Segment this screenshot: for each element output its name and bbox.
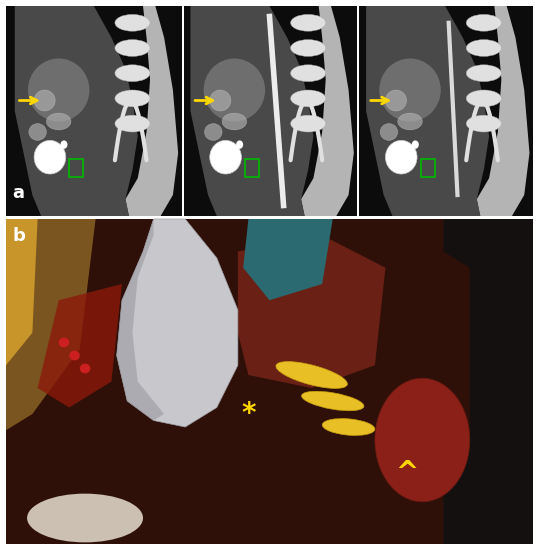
Ellipse shape — [291, 115, 326, 132]
Polygon shape — [366, 6, 489, 216]
Bar — [0, 544, 539, 550]
Bar — [6, 219, 533, 544]
Ellipse shape — [46, 113, 71, 130]
Ellipse shape — [322, 419, 375, 436]
Ellipse shape — [115, 40, 150, 57]
Ellipse shape — [466, 40, 501, 57]
Polygon shape — [15, 6, 138, 216]
Ellipse shape — [29, 124, 46, 140]
Ellipse shape — [380, 124, 398, 140]
Ellipse shape — [276, 361, 347, 388]
Ellipse shape — [236, 140, 243, 149]
Ellipse shape — [375, 378, 470, 502]
Ellipse shape — [385, 90, 406, 111]
Ellipse shape — [60, 140, 67, 149]
Ellipse shape — [301, 391, 364, 411]
Ellipse shape — [80, 364, 91, 373]
Bar — [6, 216, 533, 219]
Ellipse shape — [466, 65, 501, 81]
Bar — [182, 6, 357, 216]
Ellipse shape — [379, 58, 441, 122]
Text: b: b — [12, 227, 25, 245]
Bar — [0, 0, 539, 6]
Ellipse shape — [204, 58, 265, 122]
Bar — [533, 0, 539, 550]
Polygon shape — [116, 219, 164, 421]
Ellipse shape — [115, 65, 150, 81]
Ellipse shape — [291, 40, 326, 57]
Ellipse shape — [69, 351, 80, 360]
Ellipse shape — [210, 140, 241, 174]
Polygon shape — [6, 219, 38, 365]
Text: a: a — [12, 184, 24, 202]
Bar — [6, 6, 182, 216]
Ellipse shape — [115, 14, 150, 31]
Ellipse shape — [34, 140, 66, 174]
Ellipse shape — [291, 14, 326, 31]
Ellipse shape — [27, 494, 143, 542]
Ellipse shape — [210, 90, 231, 111]
Ellipse shape — [398, 113, 423, 130]
Bar — [69, 160, 84, 177]
Ellipse shape — [34, 90, 55, 111]
Polygon shape — [126, 6, 178, 216]
Text: *: * — [241, 400, 255, 428]
Ellipse shape — [115, 115, 150, 132]
Ellipse shape — [204, 124, 222, 140]
Bar — [6, 6, 533, 216]
Bar — [357, 6, 360, 216]
Bar — [182, 6, 184, 216]
Text: ^: ^ — [395, 459, 418, 487]
Polygon shape — [190, 6, 313, 216]
Ellipse shape — [115, 90, 150, 107]
Ellipse shape — [291, 65, 326, 81]
Polygon shape — [38, 284, 122, 408]
Polygon shape — [116, 219, 238, 427]
Polygon shape — [444, 219, 533, 544]
Polygon shape — [243, 219, 333, 300]
Ellipse shape — [28, 58, 89, 122]
Ellipse shape — [385, 140, 417, 174]
Bar — [357, 6, 533, 216]
Ellipse shape — [59, 338, 69, 348]
Bar — [245, 160, 259, 177]
Ellipse shape — [412, 140, 419, 149]
Ellipse shape — [466, 115, 501, 132]
Polygon shape — [477, 6, 529, 216]
Ellipse shape — [222, 113, 247, 130]
Bar — [420, 160, 434, 177]
Ellipse shape — [466, 14, 501, 31]
Ellipse shape — [466, 90, 501, 107]
Polygon shape — [301, 6, 354, 216]
Polygon shape — [6, 219, 95, 430]
Bar — [0, 0, 6, 550]
Ellipse shape — [291, 90, 326, 107]
Polygon shape — [238, 235, 385, 388]
Bar — [6, 219, 533, 544]
